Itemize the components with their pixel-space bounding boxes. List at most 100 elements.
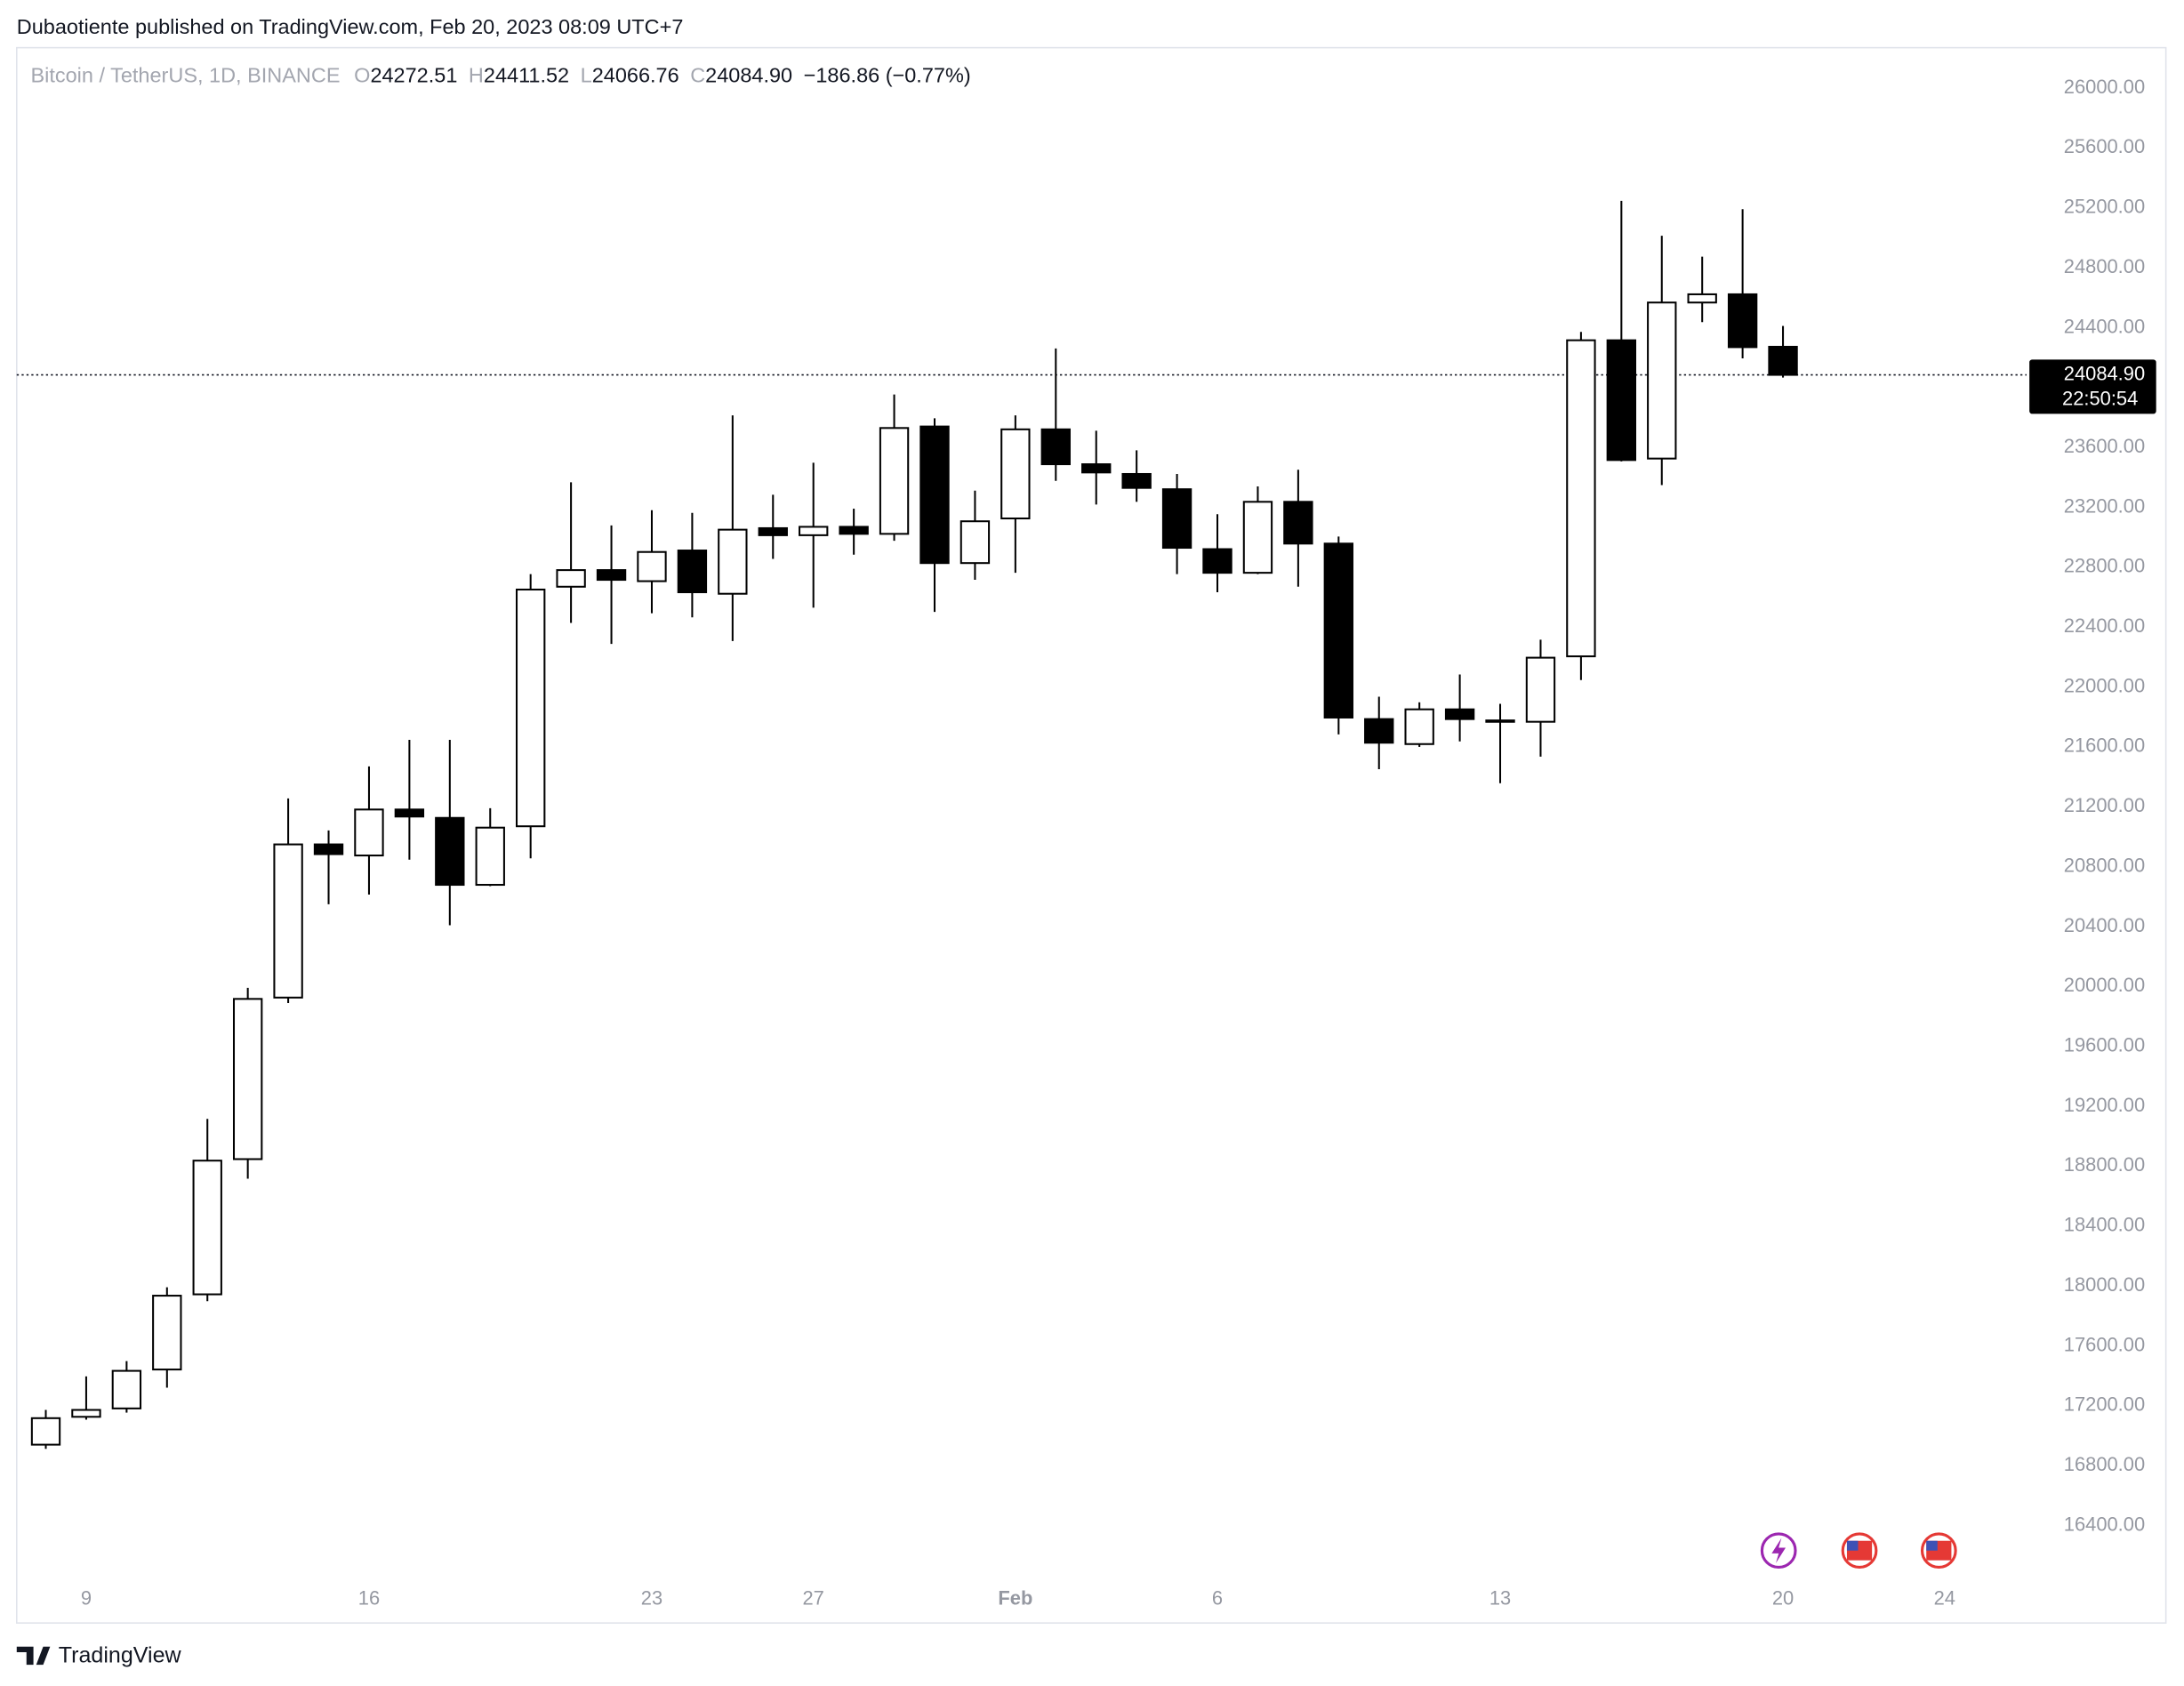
candle-body: [1364, 718, 1394, 744]
y-tick-label: 20000.00: [2064, 974, 2145, 996]
candle-body: [516, 588, 546, 828]
flag-canton: [1846, 1540, 1859, 1551]
y-tick-label: 18000.00: [2064, 1273, 2145, 1296]
x-tick-label: Feb: [998, 1586, 1032, 1609]
candle-body: [1687, 293, 1717, 304]
legend: Bitcoin / TetherUS, 1D, BINANCE O24272.51…: [30, 64, 970, 87]
candle-body: [1000, 428, 1031, 520]
legend-low: 24066.76: [592, 64, 679, 87]
candle-body: [1647, 301, 1677, 460]
candle-body: [354, 808, 384, 857]
brand-logo: [16, 1646, 51, 1666]
candle-body: [313, 843, 344, 855]
y-tick-label: 22000.00: [2064, 674, 2145, 696]
y-tick-label: 24800.00: [2064, 255, 2145, 277]
legend-l: L: [581, 64, 592, 87]
price-tag-value: 24084.90: [2064, 362, 2145, 384]
candle-body: [30, 1417, 61, 1446]
y-tick-label: 25600.00: [2064, 135, 2145, 157]
y-tick-label: 22800.00: [2064, 555, 2145, 577]
legend-high: 24411.52: [484, 64, 569, 87]
candle-body: [435, 816, 465, 887]
candle-body: [839, 526, 869, 535]
y-tick-label: 23600.00: [2064, 435, 2145, 457]
y-tick-label: 17600.00: [2064, 1333, 2145, 1355]
candle-body: [1121, 472, 1152, 489]
x-tick-label: 9: [81, 1586, 92, 1609]
candle-body: [879, 427, 910, 535]
legend-close: 24084.90: [705, 64, 792, 87]
y-tick-label: 16800.00: [2064, 1453, 2145, 1475]
candle-body: [556, 569, 586, 588]
flag-canton: [1926, 1540, 1938, 1551]
candle-body: [919, 425, 950, 565]
y-tick-label: 18400.00: [2064, 1214, 2145, 1236]
x-tick-label: 20: [1772, 1586, 1794, 1609]
y-tick-label: 16400.00: [2064, 1513, 2145, 1535]
y-tick-label: 20800.00: [2064, 854, 2145, 876]
candle-body: [1444, 708, 1475, 720]
y-tick-label: 22400.00: [2064, 614, 2145, 637]
y-tick-label: 17200.00: [2064, 1393, 2145, 1416]
y-tick-label: 25200.00: [2064, 196, 2145, 218]
legend-open: 24272.51: [370, 64, 457, 87]
candle-body: [1566, 339, 1596, 658]
y-tick-label: 23200.00: [2064, 494, 2145, 517]
y-tick-label: 21200.00: [2064, 794, 2145, 816]
y-tick-label: 21600.00: [2064, 735, 2145, 757]
candle-body: [111, 1369, 142, 1409]
candle-body: [71, 1409, 101, 1418]
symbol-title: Bitcoin / TetherUS, 1D, BINANCE: [30, 64, 340, 87]
candle-body: [596, 569, 627, 582]
candle-body: [475, 826, 505, 887]
candle-body: [1040, 428, 1071, 466]
candle-body: [1242, 501, 1273, 574]
candle-body: [1323, 542, 1353, 719]
candle-body: [1161, 488, 1192, 550]
legend-o: O: [354, 64, 370, 87]
legend-change: −186.86 (−0.77%): [804, 64, 971, 87]
candle-body: [1485, 719, 1515, 723]
x-tick-label: 6: [1212, 1586, 1223, 1609]
x-tick-label: 27: [803, 1586, 824, 1609]
candle-body: [1404, 708, 1434, 745]
x-tick-label: 23: [641, 1586, 662, 1609]
candle-body: [394, 808, 425, 818]
lightning: [1771, 1537, 1787, 1563]
candle-body: [1768, 345, 1798, 376]
y-tick-label: 26000.00: [2064, 76, 2145, 98]
candle-body: [1525, 656, 1556, 723]
event-icons: [1760, 1532, 1957, 1570]
candle-body: [637, 550, 667, 582]
candle-body: [718, 528, 748, 595]
x-tick-label: 24: [1934, 1586, 1955, 1609]
candle-body: [1283, 501, 1313, 545]
candle-body: [1727, 293, 1758, 349]
price-tag: [2029, 359, 2156, 414]
candle-body: [758, 526, 788, 536]
brand-name: TradingView: [59, 1642, 182, 1667]
legend-h: H: [469, 64, 484, 87]
price-tag-countdown: 22:50:54: [2062, 388, 2138, 410]
candle-body: [1606, 339, 1637, 462]
candle-body: [960, 520, 991, 565]
y-tick-label: 19600.00: [2064, 1034, 2145, 1056]
y-tick-label: 19200.00: [2064, 1094, 2145, 1116]
y-tick-label: 18800.00: [2064, 1153, 2145, 1176]
publish-header: Dubaotiente published on TradingView.com…: [17, 15, 684, 38]
candle-body: [192, 1160, 222, 1296]
chart-frame: [16, 46, 2167, 1624]
candle-body: [232, 998, 263, 1160]
y-tick-label: 24400.00: [2064, 315, 2145, 337]
y-tick-label: 20400.00: [2064, 914, 2145, 936]
candle-body: [152, 1295, 182, 1371]
candle-body: [273, 843, 303, 999]
brand: TradingView: [16, 1642, 182, 1667]
x-tick-label: 16: [358, 1586, 380, 1609]
candle-body: [1202, 548, 1233, 574]
candle-body: [677, 550, 708, 594]
candle-body: [1081, 463, 1112, 474]
